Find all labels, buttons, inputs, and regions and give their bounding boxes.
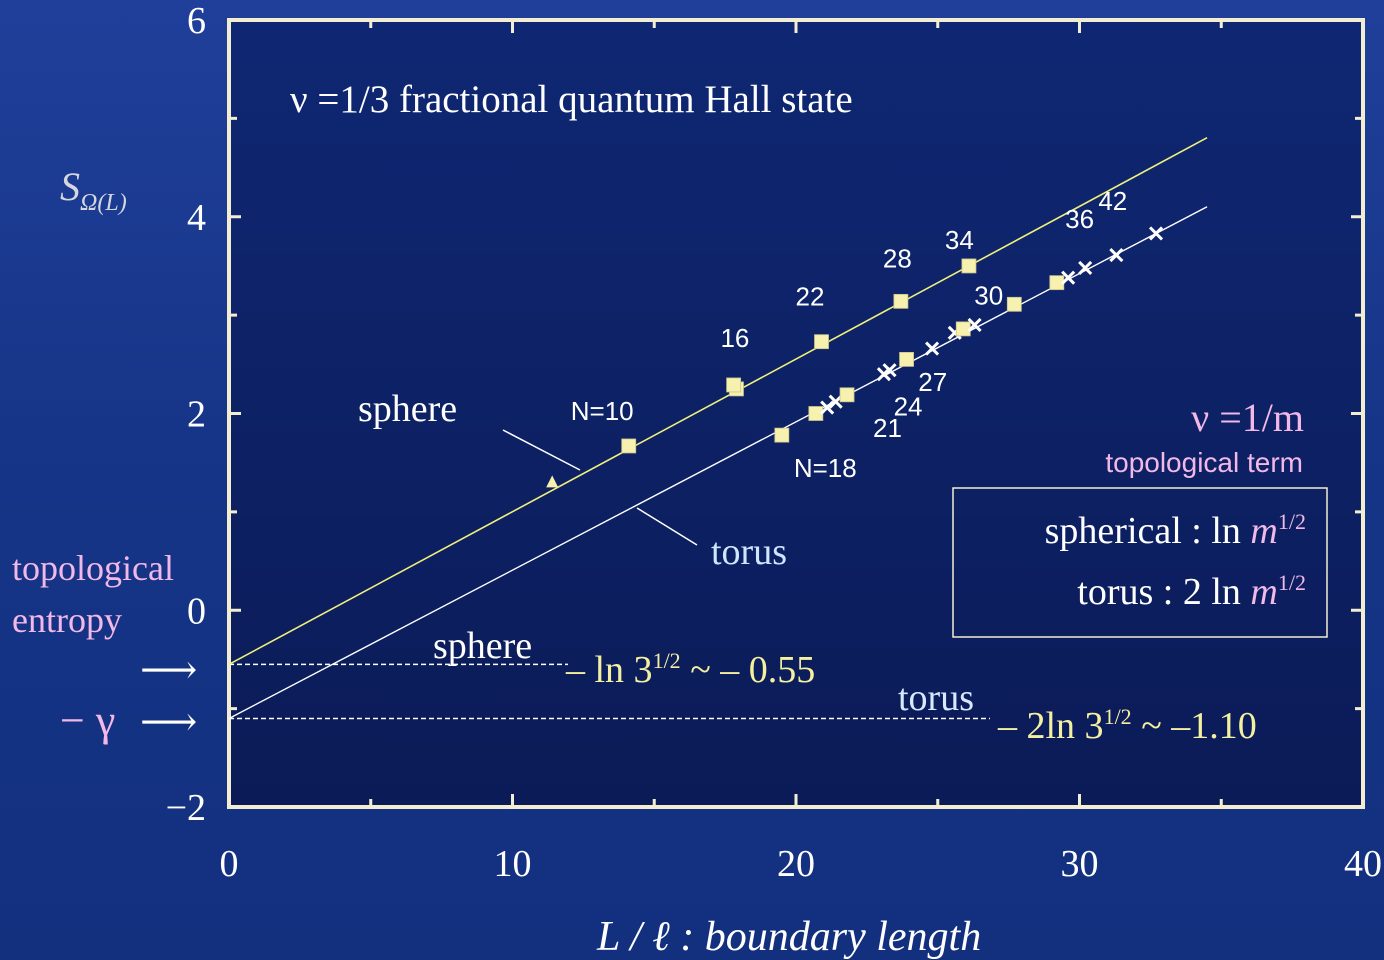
torus-square-marker [955, 321, 971, 337]
torus-x-marker [882, 363, 897, 378]
y-tick-label: 6 [187, 0, 206, 42]
sphere-square-marker [726, 377, 742, 393]
torus-square-marker [774, 427, 790, 443]
point-label: 42 [1098, 186, 1127, 216]
x-tick-label: 40 [1344, 843, 1382, 885]
sphere-square-marker [621, 438, 637, 454]
torus-x-marker [1061, 270, 1076, 285]
point-label: 30 [974, 280, 1003, 310]
nu-general-label: ν =1/m [1191, 395, 1304, 440]
x-tick-label: 10 [494, 843, 532, 885]
topological-term-label: topological term [1105, 447, 1303, 478]
point-label: 24 [894, 391, 923, 421]
point-label: N=10 [571, 396, 634, 426]
topological-entropy-label-1: topological [12, 548, 174, 588]
sphere-leader-line [502, 429, 581, 471]
torus-x-marker [967, 317, 982, 333]
point-label: 16 [720, 323, 749, 353]
sphere-square-marker [961, 258, 977, 274]
point-label: 34 [945, 225, 974, 255]
torus-x-marker [1148, 226, 1164, 241]
sphere-square-marker [893, 293, 909, 309]
y-tick-label: 4 [187, 197, 206, 239]
torus-x-marker [925, 341, 940, 356]
torus-x-marker [1078, 260, 1093, 275]
torus-square-marker [899, 351, 914, 367]
formula-spherical: spherical : ln m1/2 [1045, 509, 1306, 552]
formula-torus: torus : 2 ln m1/2 [1077, 570, 1306, 613]
gamma-label: − γ [60, 696, 115, 745]
point-label: 21 [873, 413, 902, 443]
x-tick-labels: 0 10 20 30 40 [220, 843, 1383, 885]
plot-frame [227, 18, 1365, 809]
y-tick-label: −2 [166, 787, 206, 829]
x-tick-label: 20 [777, 843, 815, 885]
torus-square-marker [839, 387, 855, 403]
data-markers [546, 226, 1164, 488]
y-tick-label: 0 [187, 590, 206, 632]
point-label: 22 [796, 282, 825, 312]
torus-fit-line [228, 206, 1208, 720]
sphere-arrow: ⟶ [140, 647, 197, 692]
axis-ticks [227, 18, 1365, 809]
sphere-series-label: sphere [358, 388, 457, 430]
torus-series-label: torus [711, 531, 787, 573]
y-axis-label: SΩ(L) [60, 164, 127, 216]
point-label: 28 [883, 243, 912, 273]
torus-dash-label: torus [898, 677, 974, 719]
x-axis-label: L / ℓ : boundary length [596, 914, 981, 960]
sphere-fit-line [228, 137, 1208, 666]
sphere-intercept-value: – ln 31/2 ~ – 0.55 [565, 648, 815, 691]
chart-title: ν =1/3 fractional quantum Hall state [290, 78, 853, 121]
point-label: 27 [918, 367, 947, 397]
y-tick-label: 2 [187, 394, 206, 436]
torus-leader-line [636, 507, 698, 546]
torus-x-marker [1109, 248, 1124, 263]
torus-arrow: ⟶ [140, 699, 197, 744]
torus-x-marker [820, 400, 835, 415]
sphere-triangle-marker [546, 475, 559, 488]
point-label: 36 [1065, 204, 1094, 234]
torus-square-marker [808, 406, 824, 421]
sphere-square-marker [814, 334, 829, 350]
torus-square-marker [1006, 296, 1022, 312]
point-label: N=18 [794, 453, 857, 483]
x-tick-label: 0 [220, 843, 239, 885]
torus-intercept-value: – 2ln 31/2 ~ –1.10 [997, 704, 1257, 747]
x-tick-label: 30 [1061, 843, 1099, 885]
topological-entropy-label-2: entropy [12, 600, 122, 640]
sphere-dash-label: sphere [433, 625, 532, 667]
formula-box [952, 487, 1328, 638]
y-tick-labels: −2 0 2 4 6 [166, 0, 206, 829]
